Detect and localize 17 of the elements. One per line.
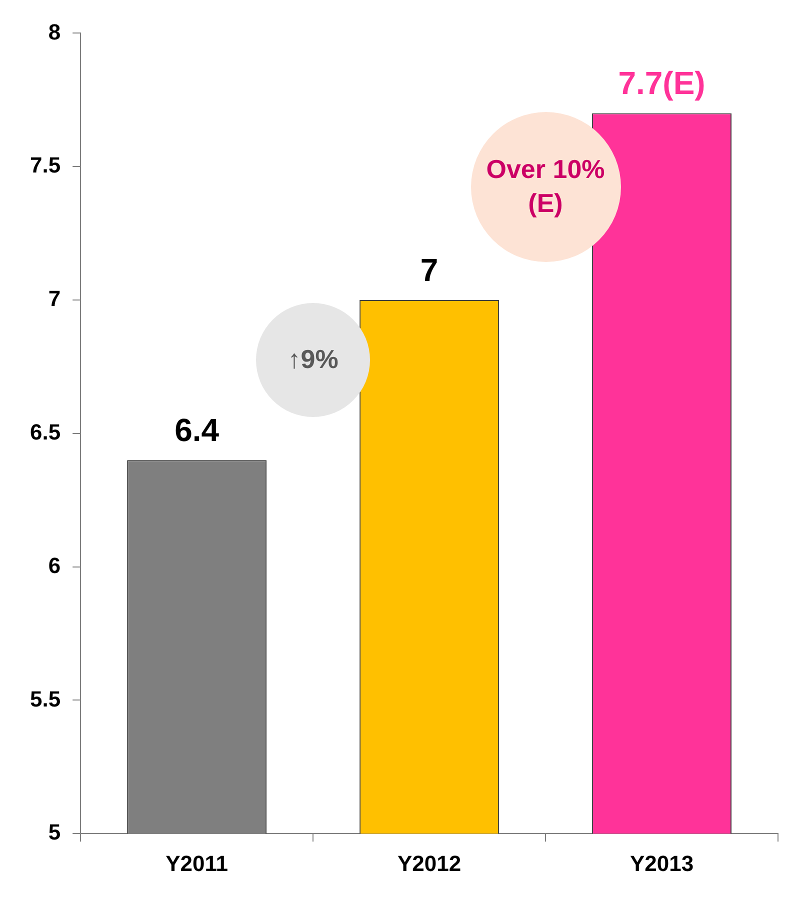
data-label: 7 [420, 252, 438, 288]
y-tick-label: 7 [48, 286, 61, 312]
annotation: Over 10%(E) [486, 152, 606, 220]
data-label: 7.7(E) [618, 65, 706, 102]
y-tick-label: 6 [48, 552, 61, 578]
circle-badge: Over 10%(E) [470, 112, 621, 262]
data-label: 6.4 [174, 412, 220, 448]
circle-badge: ↑9% [256, 303, 370, 418]
annotation: ↑9% [288, 343, 338, 376]
y-tick-label: 5 [48, 820, 61, 845]
y-tick-label: 7.5 [30, 152, 61, 178]
y-tick-label: 6.5 [30, 419, 61, 444]
y-tick-label: 5.5 [30, 686, 61, 712]
x-tick-label: Y2012 [397, 850, 462, 876]
y-tick-label: 8 [48, 19, 61, 44]
x-tick-label: Y2013 [630, 850, 694, 876]
x-tick-label: Y2011 [166, 850, 228, 876]
